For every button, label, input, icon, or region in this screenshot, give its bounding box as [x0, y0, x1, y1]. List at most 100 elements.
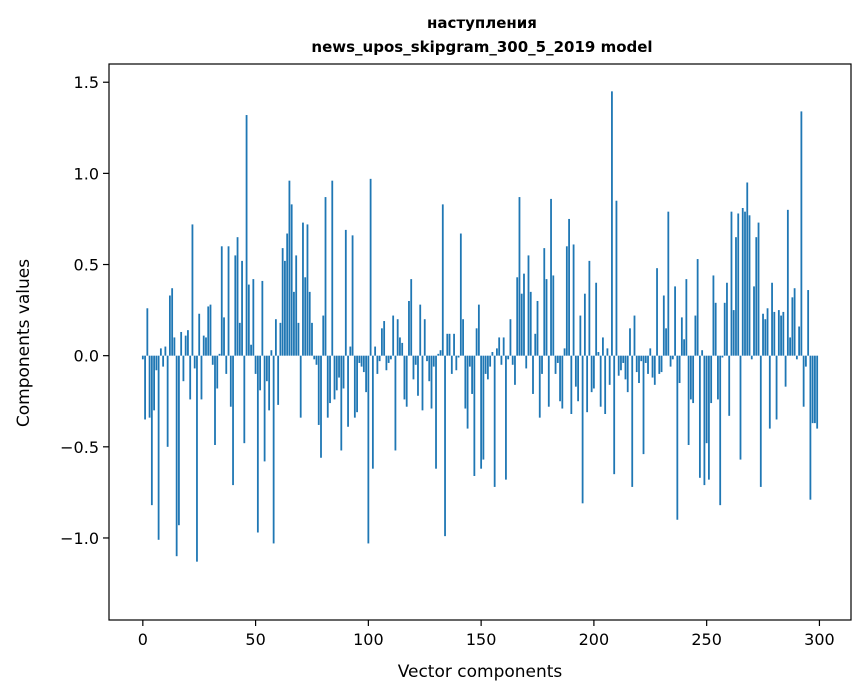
bar: [344, 229, 347, 356]
bar: [423, 319, 426, 356]
bar: [680, 317, 683, 356]
bar: [193, 355, 196, 369]
y-tick-label: 0.0: [74, 347, 99, 366]
bar: [153, 355, 155, 411]
bar: [466, 355, 469, 429]
bar: [793, 288, 796, 356]
bar: [784, 355, 787, 387]
bar: [412, 355, 415, 380]
bar: [642, 355, 645, 455]
x-tick-label: 50: [245, 630, 265, 649]
bar: [313, 355, 316, 360]
bar: [238, 322, 241, 356]
bar: [475, 328, 478, 356]
bar: [178, 355, 180, 526]
bar: [380, 328, 383, 356]
bar: [317, 355, 320, 425]
bar: [421, 355, 424, 411]
bar: [189, 355, 192, 400]
bar: [509, 319, 512, 356]
bar: [435, 355, 437, 469]
bar: [263, 355, 266, 462]
bar: [667, 211, 670, 356]
bar: [656, 268, 658, 356]
bar: [150, 355, 153, 506]
bar: [701, 350, 704, 356]
bar: [288, 180, 291, 356]
bar: [604, 355, 607, 414]
bar: [613, 355, 616, 475]
bar: [338, 355, 340, 378]
bar: [390, 355, 392, 360]
bar: [660, 355, 663, 373]
bar: [525, 355, 528, 369]
bar: [669, 355, 672, 367]
bar: [385, 355, 388, 371]
bar: [324, 197, 327, 356]
bar: [698, 355, 701, 478]
bar: [622, 355, 625, 363]
bar: [281, 248, 284, 356]
bar: [550, 198, 552, 356]
bar: [180, 331, 183, 356]
bar: [717, 355, 719, 400]
bar: [536, 300, 539, 356]
bar: [710, 355, 713, 404]
bar: [638, 355, 640, 384]
bar: [520, 293, 523, 356]
bar: [786, 209, 789, 356]
bar: [270, 350, 273, 356]
bar: [484, 355, 487, 374]
bar: [265, 355, 268, 382]
bar: [232, 355, 234, 486]
bar: [254, 355, 257, 374]
bar: [579, 315, 582, 356]
bar: [209, 304, 212, 356]
x-tick-label: 100: [353, 630, 384, 649]
bar: [543, 248, 546, 356]
x-tick-label: 200: [579, 630, 610, 649]
bar: [477, 304, 480, 356]
bar: [572, 244, 575, 356]
bar: [615, 200, 618, 356]
bar: [491, 352, 494, 356]
bar: [426, 355, 428, 362]
bar: [568, 218, 570, 356]
bar: [448, 333, 451, 356]
bar: [417, 355, 419, 396]
bar: [268, 355, 271, 411]
bar: [166, 355, 169, 447]
bar: [694, 315, 697, 356]
bar: [250, 344, 252, 356]
bar: [205, 337, 207, 356]
bar: [685, 279, 688, 356]
bar: [335, 355, 338, 391]
y-axis-label: Components values: [14, 259, 34, 427]
bar: [500, 355, 503, 365]
bar: [556, 355, 559, 363]
bar: [527, 255, 530, 356]
bar: [768, 355, 771, 429]
bar: [674, 286, 676, 356]
bar: [581, 355, 584, 504]
bar: [692, 355, 695, 404]
bar: [795, 355, 798, 360]
bar: [507, 355, 510, 360]
bar: [432, 355, 435, 367]
bar: [606, 348, 609, 356]
bar: [602, 337, 604, 356]
bar: [207, 306, 210, 356]
bar: [750, 355, 753, 360]
bar: [705, 355, 708, 444]
bar: [583, 293, 586, 356]
bar: [771, 282, 773, 356]
bar: [678, 355, 681, 384]
bar: [633, 315, 636, 356]
bar: [306, 224, 309, 356]
bar: [198, 313, 201, 356]
bar: [450, 355, 453, 374]
bar: [816, 355, 819, 429]
bar: [811, 355, 814, 424]
bar: [588, 260, 591, 356]
bar: [272, 355, 275, 544]
